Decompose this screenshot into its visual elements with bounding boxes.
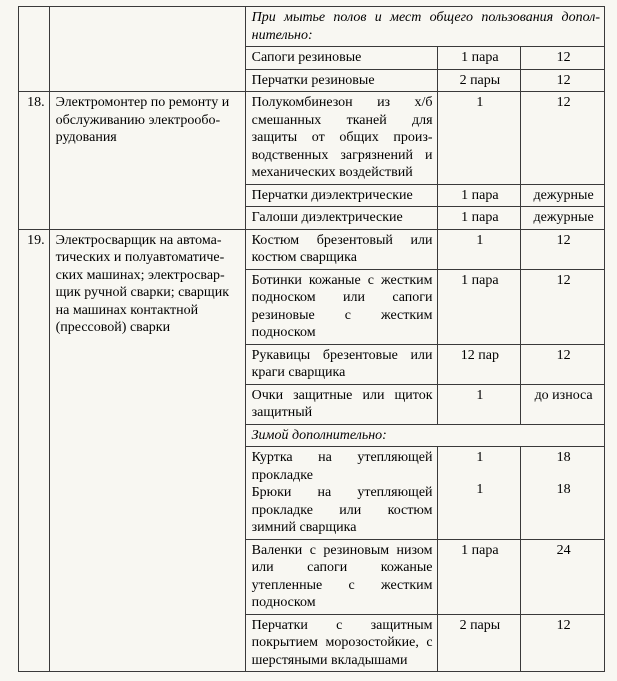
- ppe-table: При мытье полов и мест общего пользовани…: [18, 6, 605, 672]
- section-header: При мытье полов и мест общего пользовани…: [245, 7, 604, 47]
- qty: 1: [437, 229, 521, 269]
- qty-line: 1: [444, 449, 517, 467]
- term: 12: [521, 344, 605, 384]
- term: 24: [521, 539, 605, 614]
- ppe-item: Куртка на утепляющей прокладке Брюки на …: [245, 447, 437, 540]
- ppe-item-line: Куртка на утепляющей прокладке: [252, 449, 433, 484]
- qty: 1 пара: [437, 207, 521, 230]
- ppe-item: Валенки с резиновым низом или сапоги кож…: [245, 539, 437, 614]
- table-row: 18. Электромонтер по ремонту и обслужива…: [19, 92, 605, 185]
- term: до износа: [521, 384, 605, 424]
- term: 12: [521, 614, 605, 672]
- ppe-item: Костюм брезентовый или костюм сварщика: [245, 229, 437, 269]
- qty: 1: [437, 384, 521, 424]
- term: дежурные: [521, 207, 605, 230]
- qty: 2 пары: [437, 69, 521, 92]
- row-number: 18.: [19, 92, 50, 230]
- term: дежурные: [521, 184, 605, 207]
- ppe-item: Перчатки с защитным покрытием морозостой…: [245, 614, 437, 672]
- qty-line: 1: [444, 481, 517, 499]
- job-title: [49, 7, 245, 92]
- ppe-item: Рукавицы брезентовые или краги сварщика: [245, 344, 437, 384]
- ppe-item: Полукомбинезон из х/б смешанных тканей д…: [245, 92, 437, 185]
- ppe-item: Перчатки резиновые: [245, 69, 437, 92]
- term: 12: [521, 229, 605, 269]
- term: 12: [521, 269, 605, 344]
- job-title: Электромонтер по ремонту и обслуживанию …: [49, 92, 245, 230]
- term-line: 18: [527, 481, 600, 499]
- term: 12: [521, 47, 605, 70]
- qty: 1 пара: [437, 47, 521, 70]
- term-line: 18: [527, 449, 600, 467]
- job-title: Электросварщик на автома­тических и полу…: [49, 229, 245, 672]
- qty: 2 пары: [437, 614, 521, 672]
- qty: 1 пара: [437, 184, 521, 207]
- ppe-item-line: Брюки на утепляющей прокладке или костюм…: [252, 484, 433, 537]
- qty: 1 пара: [437, 539, 521, 614]
- row-number: 19.: [19, 229, 50, 672]
- ppe-item: Очки защитные или щи­ток защитный: [245, 384, 437, 424]
- row-number: [19, 7, 50, 92]
- qty: 12 пар: [437, 344, 521, 384]
- term: 12: [521, 92, 605, 185]
- section-header: Зимой дополнительно:: [245, 424, 604, 447]
- table-row: 19. Электросварщик на автома­тических и …: [19, 229, 605, 269]
- qty: 1: [437, 92, 521, 185]
- ppe-item: Ботинки кожаные с жестким подноском или …: [245, 269, 437, 344]
- ppe-item: Перчатки диэлектриче­ские: [245, 184, 437, 207]
- table-row: При мытье полов и мест общего пользовани…: [19, 7, 605, 47]
- term: 12: [521, 69, 605, 92]
- ppe-item: Сапоги резиновые: [245, 47, 437, 70]
- term: 18 18: [521, 447, 605, 540]
- document-page: { "colors": { "background": "#f8f7f2", "…: [0, 0, 617, 681]
- ppe-item: Галоши диэлектрические: [245, 207, 437, 230]
- qty: 1 пара: [437, 269, 521, 344]
- qty: 1 1: [437, 447, 521, 540]
